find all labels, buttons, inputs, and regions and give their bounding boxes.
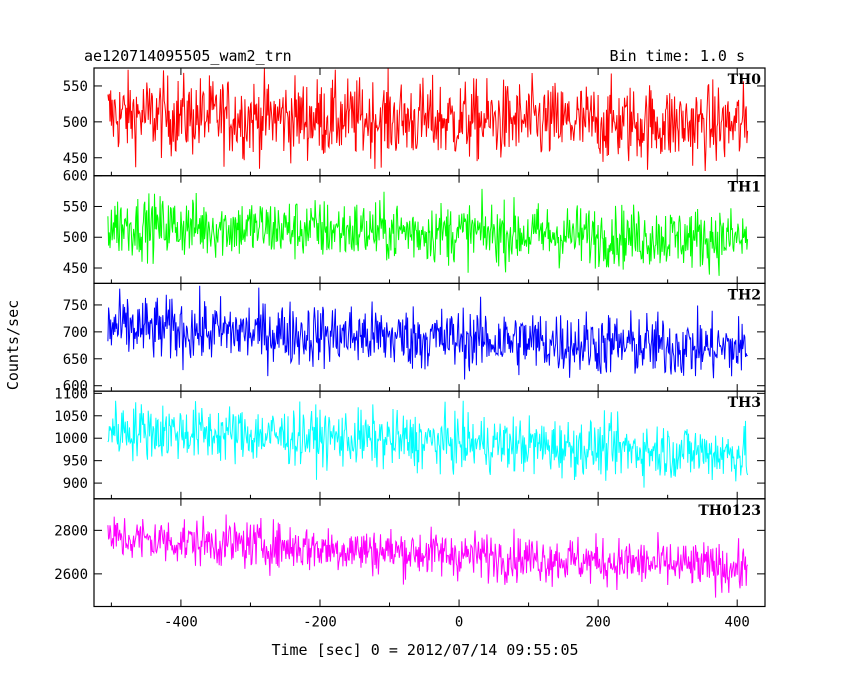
series-line-th0123 [107,514,749,598]
y-tick-label: 2600 [54,567,88,583]
y-tick-label: 2800 [54,523,88,539]
x-tick-label: -400 [164,615,198,631]
panel-th1: 450 500 550 600 TH1 [63,169,766,284]
panel-th3: 900 950 1000 1050 1100 TH3 [54,386,766,500]
y-tick-label: 950 [63,454,88,470]
panel-label: TH2 [728,287,761,303]
panels-group: 450 500 550 TH0 450 500 550 600 TH1 600 650 700 750 T… [54,67,766,631]
y-tick-label: 1000 [54,431,88,447]
series-line-th1 [107,188,749,276]
y-tick-label: 450 [63,151,88,167]
series-line-th0 [107,68,749,172]
panel-label: TH1 [728,180,761,196]
panel-frame [93,282,766,392]
panel-label: TH3 [728,395,761,411]
y-axis-label: Counts/sec [4,300,22,390]
y-tick-label: 550 [63,199,88,215]
x-axis-label: Time [sec] 0 = 2012/07/14 09:55:05 [271,641,578,659]
panel-th0: 450 500 550 TH0 [63,67,766,177]
chart-subtitle: Bin time: 1.0 s [610,47,745,65]
y-tick-label: 750 [63,298,88,314]
y-tick-label: 550 [63,79,88,95]
x-tick-label: 0 [455,615,463,631]
y-tick-label: 650 [63,352,88,368]
y-tick-label: 600 [63,169,88,185]
y-tick-label: 1100 [54,386,88,402]
x-tick-label: 400 [725,615,750,631]
y-tick-label: 450 [63,261,88,277]
x-tick-label: -200 [303,615,337,631]
panel-label: TH0123 [698,503,761,519]
panel-label: TH0 [728,72,762,88]
x-tick-label: 200 [585,615,610,631]
y-tick-label: 700 [63,325,88,341]
series-line-th2 [107,285,748,380]
chart-title: ae120714095505_wam2_trn [84,47,292,65]
y-tick-label: 1050 [54,409,88,425]
y-tick-label: 600 [63,379,88,395]
panel-th2: 600 650 700 750 TH2 [63,282,766,395]
panel-frame [93,498,766,608]
y-tick-label: 500 [63,115,88,131]
panel-th0123: 2600 2800 -400 -200 0 200 400 TH0123 [54,498,766,631]
y-tick-label: 900 [63,476,88,492]
series-line-th3 [107,400,749,488]
y-tick-label: 500 [63,230,88,246]
